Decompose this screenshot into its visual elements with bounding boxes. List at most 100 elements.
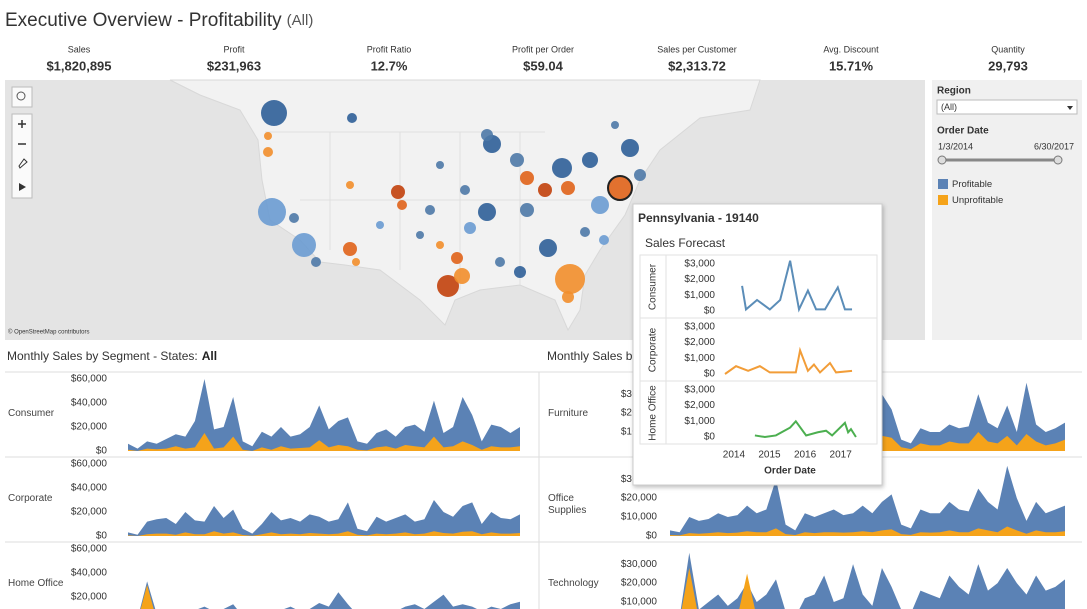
map-marker[interactable] (454, 268, 470, 284)
map-marker[interactable] (416, 231, 424, 239)
kpi-value: 12.7% (371, 58, 408, 73)
kpi-value: $2,313.72 (668, 58, 726, 73)
y-tick-label: $10,000 (621, 597, 658, 608)
map-marker[interactable] (425, 205, 435, 215)
map-marker[interactable] (561, 181, 575, 195)
kpi-label: Profit Ratio (367, 44, 412, 54)
y-tick-label: $0 (96, 446, 108, 457)
map-marker[interactable] (292, 233, 316, 257)
y-tick-label: $0 (704, 432, 716, 443)
map-marker[interactable] (538, 183, 552, 197)
kpi-label: Avg. Discount (823, 44, 879, 54)
tooltip: Pennsylvania - 19140 Sales Forecast Orde… (632, 203, 883, 486)
map-marker[interactable] (591, 196, 609, 214)
map-marker[interactable] (397, 200, 407, 210)
kpi-label: Sales per Customer (657, 44, 737, 54)
panel-label: Home Office (648, 385, 659, 441)
map-marker[interactable] (478, 203, 496, 221)
dashboard-title: Executive Overview - Profitability (All) (5, 10, 313, 31)
slider-thumb[interactable] (937, 155, 947, 165)
line (754, 419, 857, 439)
map-toolbar[interactable] (11, 113, 33, 199)
y-tick-label: $20,000 (71, 507, 108, 518)
search-button[interactable] (11, 86, 33, 108)
kpi-label: Profit (223, 44, 245, 54)
kpi-value: $1,820,895 (46, 58, 111, 73)
legend-swatch (938, 179, 948, 189)
map-marker[interactable] (343, 242, 357, 256)
map-marker[interactable] (611, 121, 619, 129)
y-tick-label: $40,000 (71, 568, 108, 579)
region-label: Region (937, 86, 971, 97)
panel-label: Corporate (648, 327, 659, 372)
map-marker[interactable] (580, 227, 590, 237)
slider-thumb[interactable] (1053, 155, 1063, 165)
map-marker[interactable] (634, 169, 646, 181)
region-dropdown[interactable] (936, 99, 1078, 115)
y-tick-label: $10,000 (621, 512, 658, 523)
region-value: (All) (941, 102, 957, 112)
map-marker[interactable] (376, 221, 384, 229)
map-marker[interactable] (258, 198, 286, 226)
map-marker[interactable] (552, 158, 572, 178)
map-marker[interactable] (460, 185, 470, 195)
map-marker[interactable] (263, 147, 273, 157)
section-title-filter: All (202, 349, 217, 363)
selected-marker[interactable] (607, 175, 633, 201)
map-marker[interactable] (464, 222, 476, 234)
map-marker[interactable] (289, 213, 299, 223)
map-attribution: © OpenStreetMap contributors (8, 329, 89, 336)
map-markers (258, 100, 646, 303)
y-tick-label: $60,000 (71, 374, 108, 385)
map-marker[interactable] (481, 129, 493, 141)
line (724, 346, 853, 375)
map-marker[interactable] (346, 181, 354, 189)
x-tick-label: 2015 (758, 450, 781, 461)
map-marker[interactable] (451, 252, 463, 264)
y-tick-label: $1,000 (684, 290, 715, 301)
y-tick-label: $1,000 (684, 416, 715, 427)
kpi-label: Sales (68, 44, 91, 54)
map-marker[interactable] (352, 258, 360, 266)
map-marker[interactable] (621, 139, 639, 157)
y-tick-label: $2,000 (684, 400, 715, 411)
map-marker[interactable] (436, 241, 444, 249)
pin-icon (18, 158, 28, 169)
map-marker[interactable] (391, 185, 405, 199)
map-marker[interactable] (436, 161, 444, 169)
map-marker[interactable] (264, 132, 272, 140)
map-marker[interactable] (495, 257, 505, 267)
map-marker[interactable] (599, 235, 609, 245)
map-marker[interactable] (261, 100, 287, 126)
y-tick-label: $3,000 (684, 321, 715, 332)
map-marker[interactable] (347, 113, 357, 123)
area (128, 433, 520, 451)
map-marker[interactable] (514, 266, 526, 278)
kpi-value: 15.71% (829, 58, 874, 73)
y-tick-label: $60,000 (71, 459, 108, 470)
map-marker[interactable] (520, 171, 534, 185)
map-marker[interactable] (510, 153, 524, 167)
map-marker[interactable] (562, 291, 574, 303)
kpi-value: $59.04 (523, 58, 564, 73)
y-tick-label: $0 (96, 531, 108, 542)
map-marker[interactable] (555, 264, 585, 294)
legend: Profitable Unprofitable (938, 179, 1003, 206)
map-marker[interactable] (520, 203, 534, 217)
y-tick-label: $20,000 (71, 422, 108, 433)
tooltip-title: Pennsylvania - 19140 (638, 211, 759, 225)
y-tick-label: $0 (704, 306, 716, 317)
section-title-text: Monthly Sales by Segment - States: (7, 349, 198, 363)
map-marker[interactable] (539, 239, 557, 257)
map-marker[interactable] (437, 275, 459, 297)
map-marker[interactable] (311, 257, 321, 267)
map-marker[interactable] (582, 152, 598, 168)
area (128, 500, 520, 536)
area (128, 379, 520, 451)
tooltip-box (632, 203, 883, 486)
dropdown-arrow (1067, 106, 1073, 110)
date-end: 6/30/2017 (1034, 141, 1074, 151)
date-label: Order Date (937, 126, 989, 137)
